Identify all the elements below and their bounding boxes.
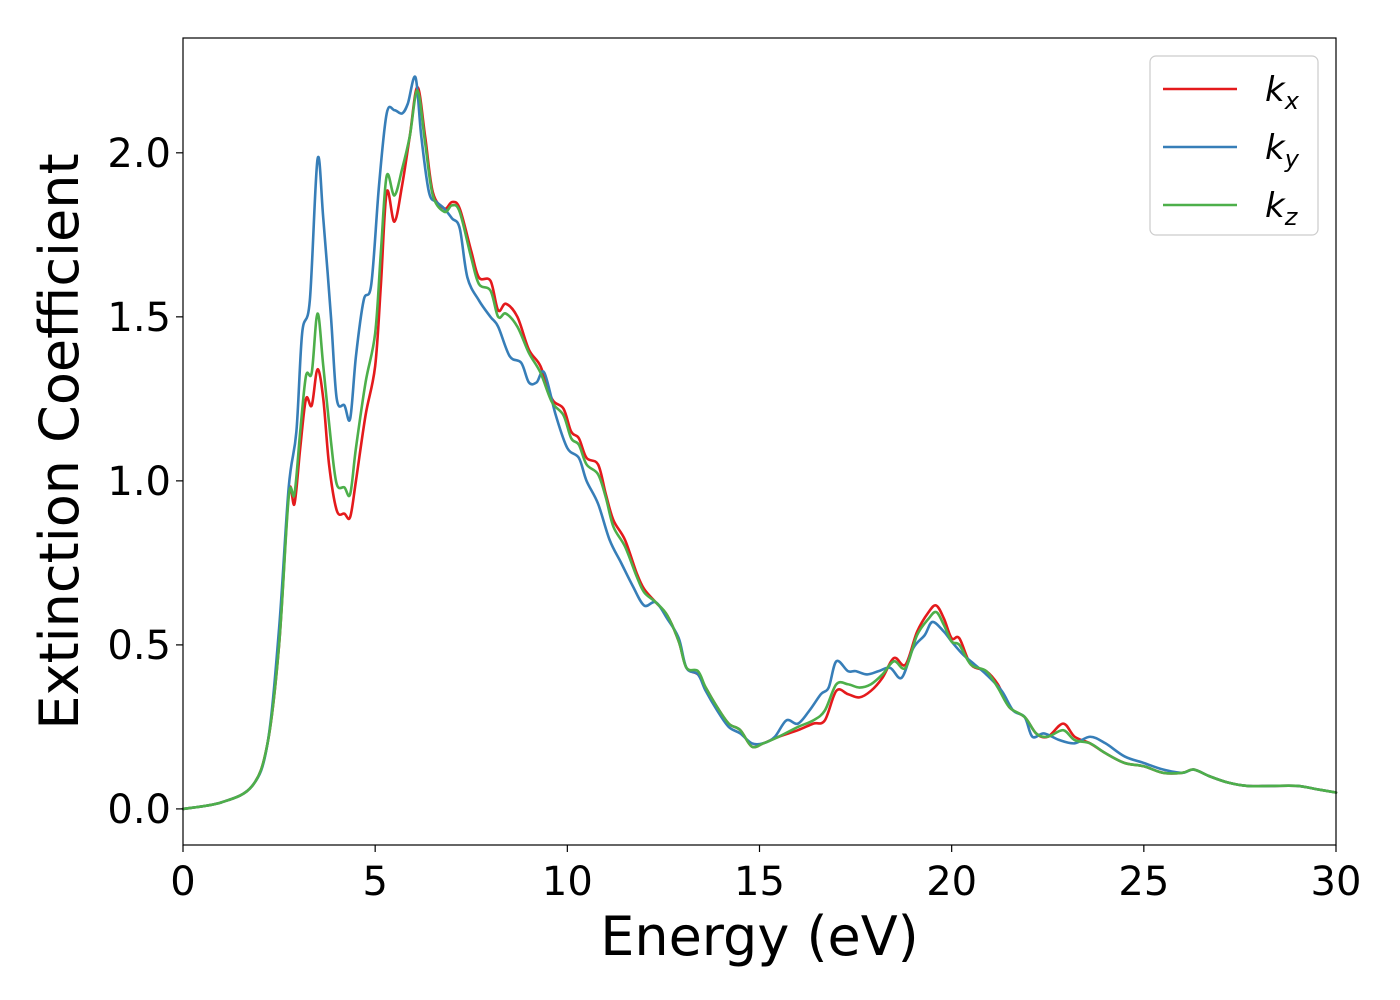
x-tick-label: 20: [926, 859, 977, 905]
y-axis-label: Extinction Coefficient: [28, 153, 91, 729]
x-tick-label: 10: [542, 859, 593, 905]
y-tick-label: 0.0: [107, 787, 171, 833]
legend: kx ky kz: [1149, 55, 1319, 236]
x-tick-label: 30: [1311, 859, 1362, 905]
x-tick-label: 15: [734, 859, 785, 905]
legend-label: kz: [1265, 186, 1299, 231]
x-tick-label: 0: [170, 859, 195, 905]
plot-lines: [181, 75, 1338, 811]
y-tick-label: 1.0: [107, 459, 171, 505]
x-axis-label: Energy (eV): [600, 905, 919, 968]
y-tick-label: 2.0: [107, 131, 171, 177]
x-axis: 0 5 10 15 20 25 30: [170, 845, 1361, 905]
x-tick-label: 25: [1118, 859, 1169, 905]
legend-label: ky: [1265, 128, 1300, 173]
series-line-z: [181, 89, 1338, 811]
legend-box: [1149, 55, 1319, 236]
series-line-y: [181, 75, 1338, 811]
y-axis: 0.0 0.5 1.0 1.5 2.0: [107, 131, 183, 833]
legend-label: kx: [1265, 70, 1300, 115]
x-tick-label: 5: [362, 859, 387, 905]
y-tick-label: 0.5: [107, 623, 171, 669]
y-tick-label: 1.5: [107, 295, 171, 341]
